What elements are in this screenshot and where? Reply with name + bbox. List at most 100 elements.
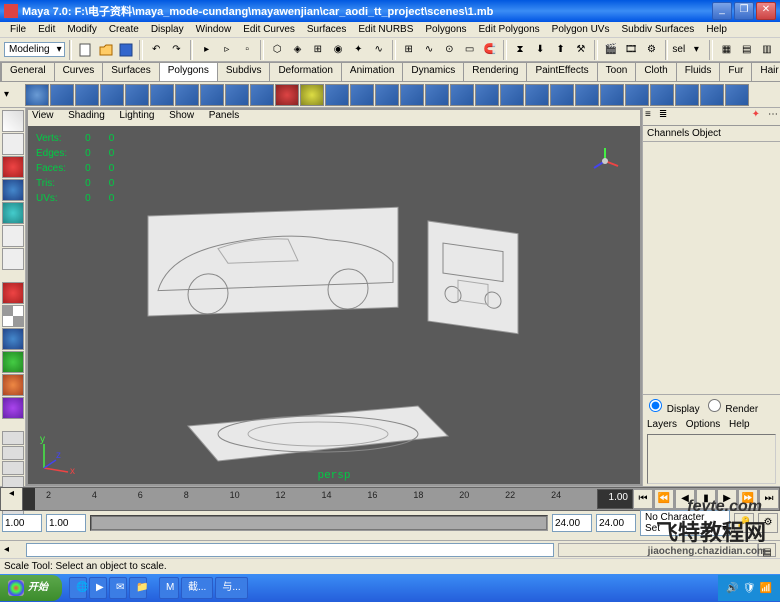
tab-hair[interactable]: Hair — [751, 62, 780, 81]
poly-op3-icon[interactable] — [375, 84, 399, 106]
goto-end-button[interactable]: ⏭ — [759, 489, 779, 509]
rotate-tool-icon[interactable] — [2, 179, 24, 201]
tab-surfaces[interactable]: Surfaces — [102, 62, 159, 81]
menu-window[interactable]: Window — [190, 22, 238, 37]
current-frame-field[interactable]: 1.00 — [597, 489, 633, 509]
render-icon[interactable]: 🎬 — [602, 40, 620, 60]
menu-edit-polygons[interactable]: Edit Polygons — [473, 22, 546, 37]
vp-menu-view[interactable]: View — [32, 110, 54, 121]
menu-help[interactable]: Help — [700, 22, 733, 37]
mode-dropdown[interactable]: Modeling — [4, 42, 65, 57]
history-icon[interactable]: ⧗ — [511, 40, 529, 60]
task-maya[interactable]: M — [159, 577, 179, 599]
quicklaunch-4[interactable]: 📁 — [129, 577, 147, 599]
snap-plane-icon[interactable]: ▭ — [460, 40, 478, 60]
poly-pyramid-icon[interactable] — [200, 84, 224, 106]
menu-display[interactable]: Display — [145, 22, 190, 37]
vp-menu-show[interactable]: Show — [169, 110, 194, 121]
rp-tab-axis-icon[interactable]: ✦ — [752, 109, 760, 124]
tray-icon-3[interactable]: 📶 — [760, 583, 772, 594]
tab-dynamics[interactable]: Dynamics — [402, 62, 464, 81]
poly-sphere-icon[interactable] — [25, 84, 49, 106]
poly-op8-icon[interactable] — [500, 84, 524, 106]
poly-op2-icon[interactable] — [350, 84, 374, 106]
rp-tab-list-icon[interactable]: ≡ — [645, 109, 651, 124]
tab-fur[interactable]: Fur — [719, 62, 752, 81]
menu-edit[interactable]: Edit — [32, 22, 61, 37]
poly-cone-icon[interactable] — [100, 84, 124, 106]
poly-op11-icon[interactable] — [575, 84, 599, 106]
sel-field-icon[interactable]: ▾ — [687, 40, 705, 60]
poly-op6-icon[interactable] — [450, 84, 474, 106]
view-compass-icon[interactable] — [590, 146, 620, 176]
menu-create[interactable]: Create — [103, 22, 145, 37]
menu-edit-nurbs[interactable]: Edit NURBS — [352, 22, 419, 37]
undo-icon[interactable]: ↶ — [147, 40, 165, 60]
mask-icon-2[interactable]: ◈ — [288, 40, 306, 60]
start-button[interactable]: 开始 — [0, 575, 62, 601]
open-scene-icon[interactable] — [97, 40, 115, 60]
tab-general[interactable]: General — [1, 62, 55, 81]
close-button[interactable]: ✕ — [756, 2, 776, 20]
mask-icon-4[interactable]: ◉ — [329, 40, 347, 60]
select-obj-icon[interactable]: ▹ — [218, 40, 236, 60]
mask-icon-5[interactable]: ✦ — [349, 40, 367, 60]
output-icon[interactable]: ⬆ — [551, 40, 569, 60]
menu-surfaces[interactable]: Surfaces — [301, 22, 352, 37]
mel-input[interactable] — [26, 543, 554, 557]
scale-tool-icon[interactable] — [2, 202, 24, 224]
layout-four-icon[interactable] — [2, 446, 24, 460]
poly-op16-icon[interactable] — [700, 84, 724, 106]
menu-polygon-uvs[interactable]: Polygon UVs — [546, 22, 616, 37]
poly-torus-icon[interactable] — [150, 84, 174, 106]
mat-purple-icon[interactable] — [2, 397, 24, 419]
snap-curve-icon[interactable]: ∿ — [420, 40, 438, 60]
range-end-outer-field[interactable] — [596, 514, 636, 532]
tab-subdivs[interactable]: Subdivs — [217, 62, 271, 81]
new-scene-icon[interactable] — [76, 40, 94, 60]
mask-icon-6[interactable]: ∿ — [370, 40, 388, 60]
mat-red-icon[interactable] — [2, 282, 24, 304]
snap-live-icon[interactable]: 🧲 — [481, 40, 499, 60]
panel-layout-1-icon[interactable]: ▦ — [717, 40, 735, 60]
poly-op15-icon[interactable] — [675, 84, 699, 106]
vp-menu-panels[interactable]: Panels — [209, 110, 240, 121]
tray-icon-1[interactable]: 🔊 — [726, 583, 738, 594]
poly-op7-icon[interactable] — [475, 84, 499, 106]
poly-platonic-icon[interactable] — [300, 84, 324, 106]
save-scene-icon[interactable] — [117, 40, 135, 60]
range-end-inner-field[interactable] — [552, 514, 592, 532]
poly-cube-icon[interactable] — [50, 84, 74, 106]
mask-icon-3[interactable]: ⊞ — [309, 40, 327, 60]
layer-menu-layers[interactable]: Layers — [647, 419, 677, 430]
mat-green-icon[interactable] — [2, 351, 24, 373]
range-start-inner-field[interactable] — [46, 514, 86, 532]
menu-polygons[interactable]: Polygons — [419, 22, 472, 37]
layout-single-icon[interactable] — [2, 431, 24, 445]
manip-tool-icon[interactable] — [2, 225, 24, 247]
redo-icon[interactable]: ↷ — [167, 40, 185, 60]
quicklaunch-1[interactable]: 🌐 — [69, 577, 87, 599]
input-icon[interactable]: ⬇ — [531, 40, 549, 60]
timeline-collapse-icon[interactable]: ◂ — [1, 488, 23, 510]
mat-orange-icon[interactable] — [2, 374, 24, 396]
select-comp-icon[interactable]: ▫ — [238, 40, 256, 60]
maximize-button[interactable]: ❐ — [734, 2, 754, 20]
render-radio[interactable]: Render — [708, 399, 759, 415]
mat-blue-icon[interactable] — [2, 328, 24, 350]
tab-toon[interactable]: Toon — [597, 62, 637, 81]
menu-edit-curves[interactable]: Edit Curves — [237, 22, 301, 37]
tab-fluids[interactable]: Fluids — [676, 62, 721, 81]
range-slider[interactable] — [90, 515, 548, 531]
poly-op9-icon[interactable] — [525, 84, 549, 106]
step-back-button[interactable]: ⏪ — [654, 489, 674, 509]
move-tool-icon[interactable] — [2, 156, 24, 178]
layout-2h-icon[interactable] — [2, 461, 24, 475]
last-tool-icon[interactable] — [2, 248, 24, 270]
poly-op13-icon[interactable] — [625, 84, 649, 106]
poly-soccer-icon[interactable] — [275, 84, 299, 106]
panel-layout-2-icon[interactable]: ▤ — [738, 40, 756, 60]
goto-start-button[interactable]: ⏮ — [633, 489, 653, 509]
tab-cloth[interactable]: Cloth — [635, 62, 676, 81]
poly-prism-icon[interactable] — [175, 84, 199, 106]
